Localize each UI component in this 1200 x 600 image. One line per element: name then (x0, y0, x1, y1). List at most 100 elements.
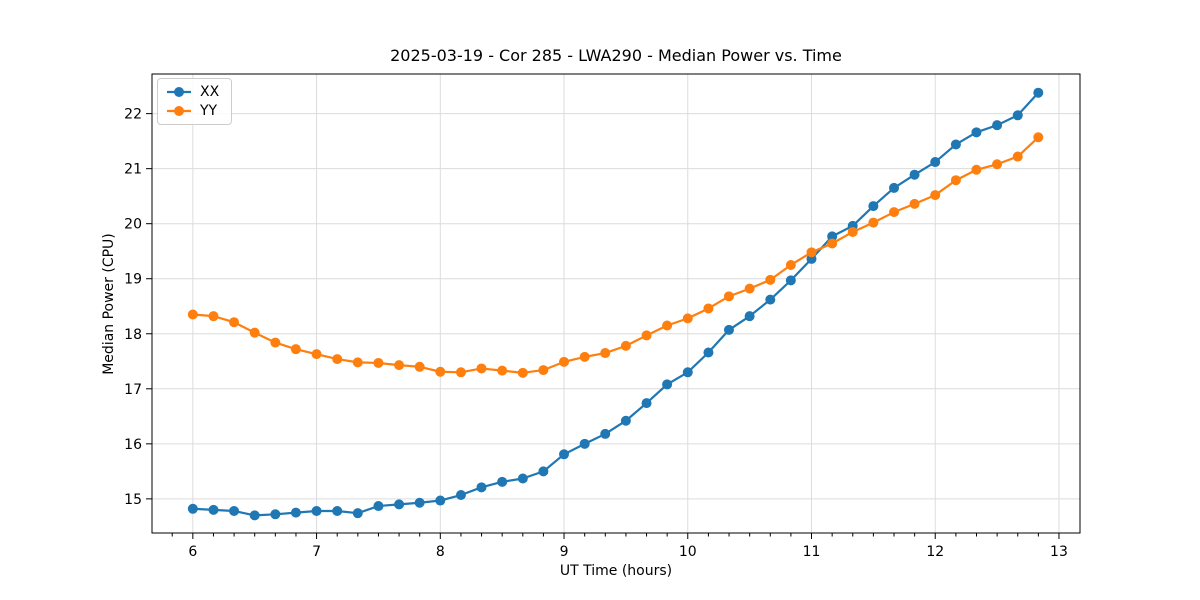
yy-data-point (290, 344, 301, 355)
xx-data-point (620, 415, 631, 426)
xx-data-point (249, 510, 260, 521)
yy-data-point (1033, 132, 1044, 143)
xx-data-point (352, 508, 363, 519)
yy-data-point (827, 238, 838, 249)
xx-data-point (641, 398, 652, 409)
legend: XX YY (157, 78, 233, 125)
xx-data-point (208, 504, 219, 515)
yy-data-point (1012, 151, 1023, 162)
xx-series (187, 87, 1044, 521)
xx-data-point (373, 501, 384, 512)
xx-data-point (950, 139, 961, 150)
xx-data-point (435, 495, 446, 506)
yy-data-point (394, 360, 405, 371)
xx-data-point (723, 324, 734, 335)
xx-data-point (600, 428, 611, 439)
y-tick-label: 21 (124, 162, 142, 178)
yy-data-point (476, 363, 487, 374)
yy-data-point (311, 349, 322, 360)
xx-data-point (270, 509, 281, 520)
yy-legend-marker (174, 106, 184, 116)
yy-data-point (909, 198, 920, 209)
yy-data-point (332, 354, 343, 365)
xx-data-point (909, 169, 920, 180)
yy-data-point (620, 340, 631, 351)
chart-title: 2025-03-19 - Cor 285 - LWA290 - Median P… (390, 46, 842, 65)
xx-data-point (765, 294, 776, 305)
yy-data-point (497, 365, 508, 376)
x-tick-label: 9 (560, 544, 569, 560)
y-tick-label: 19 (124, 272, 142, 288)
y-tick-label: 22 (124, 107, 142, 123)
yy-data-point (806, 247, 817, 258)
yy-series-markers (187, 132, 1044, 378)
yy-data-point (703, 303, 714, 314)
yy-data-point (723, 291, 734, 302)
grid (152, 74, 1080, 533)
yy-data-point (682, 313, 693, 324)
yy-data-point (930, 190, 941, 201)
y-tick-label: 17 (124, 382, 142, 398)
xx-data-point (868, 201, 879, 212)
yy-series (187, 132, 1044, 378)
yy-data-point (971, 164, 982, 175)
xx-data-point (517, 473, 528, 484)
x-tick-label: 8 (436, 544, 445, 560)
xx-data-point (971, 127, 982, 138)
yy-data-point (662, 320, 673, 331)
legend-label-yy: YY (200, 103, 218, 119)
xx-data-point (538, 466, 549, 477)
xx-data-point (559, 449, 570, 460)
xx-data-point (1033, 87, 1044, 98)
xx-data-point (827, 231, 838, 242)
xx-data-point (187, 503, 198, 514)
yy-data-point (765, 274, 776, 285)
yy-data-point (352, 357, 363, 368)
x-tick-label: 6 (188, 544, 197, 560)
yy-data-point (270, 337, 281, 348)
xx-data-point (229, 505, 240, 516)
yy-data-point (435, 366, 446, 377)
x-tick-label: 11 (803, 544, 821, 560)
xx-data-point (455, 490, 466, 501)
x-tick-label: 13 (1050, 544, 1068, 560)
y-tick-label: 18 (124, 327, 142, 343)
yy-data-point (992, 159, 1003, 170)
xx-data-point (992, 120, 1003, 131)
yy-data-point (373, 357, 384, 368)
x-tick-label: 12 (926, 544, 944, 560)
plot-border (151, 73, 1081, 534)
tick-labels: 6 7 8 9 10 11 12 13 15 16 17 18 19 20 21 22 (124, 107, 1068, 560)
legend-label-xx: XX (200, 84, 220, 100)
yy-data-point (559, 356, 570, 367)
y-tick-label: 15 (124, 492, 142, 508)
xx-data-point (682, 367, 693, 378)
x-tick-label: 10 (679, 544, 697, 560)
xx-data-point (1012, 110, 1023, 121)
xx-data-point (703, 347, 714, 358)
xx-series-markers (187, 87, 1044, 521)
yy-data-point (517, 367, 528, 378)
yy-data-point (229, 317, 240, 328)
yy-data-point (208, 311, 219, 322)
xx-data-point (394, 499, 405, 510)
xx-data-point (579, 438, 590, 449)
y-tick-label: 16 (124, 437, 142, 453)
yy-data-point (187, 309, 198, 320)
yy-data-point (785, 259, 796, 270)
yy-series-swatch (167, 106, 191, 116)
yy-data-point (868, 217, 879, 228)
xx-data-point (744, 311, 755, 322)
yy-data-point (414, 361, 425, 372)
ticks (146, 113, 1060, 539)
yy-data-point (455, 367, 466, 378)
xx-data-point (930, 157, 941, 168)
legend-item-yy: YY (166, 103, 219, 119)
yy-data-point (847, 226, 858, 237)
xx-data-point (497, 476, 508, 487)
xx-data-point (662, 379, 673, 390)
xx-data-point (476, 482, 487, 493)
yy-data-point (950, 175, 961, 186)
